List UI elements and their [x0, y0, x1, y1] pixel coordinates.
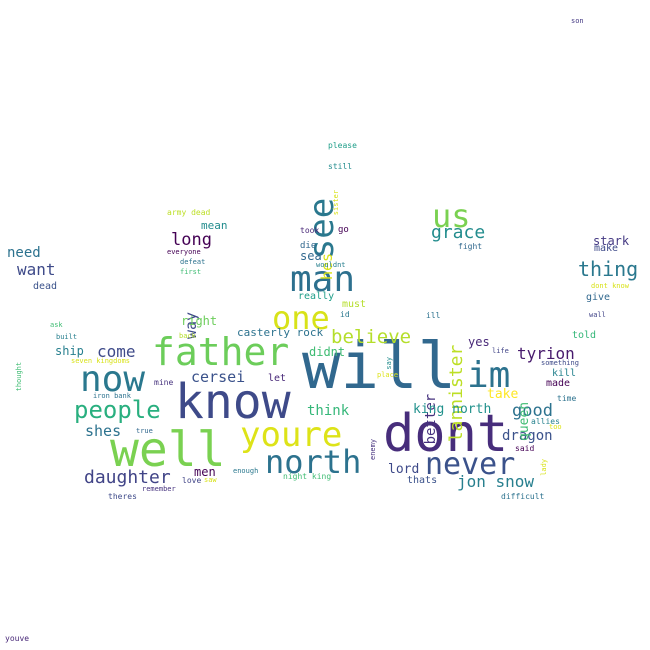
- cloud-word: want: [17, 260, 56, 279]
- cloud-word: remember: [142, 485, 176, 493]
- cloud-word: love: [182, 476, 202, 485]
- cloud-word: men: [194, 465, 216, 479]
- cloud-word: make: [594, 243, 619, 254]
- cloud-word: enemy: [369, 438, 377, 460]
- cloud-word: really: [298, 291, 335, 302]
- cloud-word: die: [300, 241, 317, 251]
- cloud-word: thought: [15, 361, 23, 392]
- cloud-word: long: [171, 230, 212, 250]
- cloud-word: defeat: [180, 258, 206, 266]
- cloud-word: lord: [388, 462, 420, 477]
- cloud-word: right: [181, 314, 218, 328]
- cloud-word: youve: [5, 634, 30, 643]
- cloud-word: mine: [154, 378, 174, 387]
- cloud-word: king north: [413, 402, 492, 417]
- cloud-word: place: [377, 371, 399, 379]
- cloud-word: army dead: [167, 208, 211, 217]
- cloud-word: daughter: [84, 467, 171, 488]
- cloud-word: yes: [468, 335, 490, 349]
- cloud-word: seven kingdoms: [71, 357, 131, 365]
- cloud-word: said: [515, 444, 535, 453]
- cloud-word: now: [80, 359, 146, 400]
- cloud-word: took: [300, 226, 320, 235]
- cloud-word: allies: [531, 417, 560, 426]
- cloud-word: im: [467, 355, 511, 396]
- cloud-word: thats: [407, 475, 438, 486]
- cloud-word: fight: [458, 242, 483, 251]
- cloud-word: jon snow: [457, 472, 535, 491]
- cloud-word: wouldnt: [316, 261, 346, 269]
- cloud-word: come: [97, 342, 136, 361]
- cloud-word: man: [290, 259, 356, 300]
- cloud-word: take: [487, 387, 519, 402]
- cloud-word: kill: [552, 368, 577, 379]
- cloud-word: dont: [383, 404, 509, 464]
- cloud-word: father: [152, 330, 290, 374]
- cloud-word: life: [492, 347, 509, 355]
- cloud-word: never: [425, 447, 516, 482]
- cloud-word: tyrion: [517, 344, 575, 363]
- cloud-word: true: [136, 427, 153, 435]
- cloud-word: well: [110, 422, 226, 478]
- cloud-word: too: [549, 423, 562, 431]
- cloud-word: good: [512, 401, 553, 421]
- cloud-word: theres: [108, 492, 137, 501]
- cloud-word: need: [7, 245, 41, 261]
- cloud-word: still: [328, 162, 353, 171]
- cloud-word: wall: [589, 311, 606, 319]
- cloud-word: difficult: [501, 492, 545, 501]
- cloud-word: lannister: [446, 344, 467, 443]
- cloud-word: saw: [204, 476, 217, 484]
- cloud-word: must: [342, 299, 367, 310]
- cloud-word: sea: [300, 249, 322, 263]
- cloud-word: dragon: [502, 428, 553, 444]
- cloud-word: back: [179, 332, 196, 340]
- cloud-word: youre: [240, 415, 343, 455]
- cloud-word: lady: [540, 458, 548, 476]
- cloud-word: stark: [593, 234, 630, 248]
- cloud-word: go: [338, 225, 349, 235]
- cloud-word: ask: [50, 321, 63, 329]
- cloud-word: let: [268, 373, 287, 384]
- cloud-word: first: [180, 268, 202, 276]
- cloud-word: people: [74, 396, 161, 424]
- cloud-word: one: [272, 299, 330, 337]
- cloud-word: mean: [201, 219, 228, 232]
- cloud-word: know: [175, 374, 291, 430]
- cloud-word: will: [302, 330, 457, 404]
- cloud-word: north: [265, 443, 362, 481]
- cloud-word: made: [546, 378, 571, 389]
- cloud-word: something: [541, 359, 579, 367]
- cloud-word: son: [571, 17, 584, 25]
- cloud-word: didnt: [309, 345, 346, 359]
- cloud-word: id: [340, 310, 350, 319]
- cloud-word: please: [328, 141, 357, 150]
- cloud-word: queen: [517, 401, 532, 441]
- cloud-word: cersei: [191, 368, 246, 386]
- cloud-word: shes: [85, 422, 122, 440]
- cloud-word: say: [385, 356, 393, 370]
- cloud-word: night king: [283, 472, 332, 481]
- cloud-word: ship: [55, 344, 84, 358]
- cloud-word: time: [557, 394, 577, 403]
- cloud-word: dont know: [591, 282, 629, 290]
- cloud-word: built: [56, 333, 78, 341]
- cloud-word: told: [572, 330, 597, 341]
- cloud-word: ill: [426, 311, 441, 320]
- cloud-word: grace: [431, 222, 486, 243]
- cloud-word: us: [432, 197, 471, 235]
- cloud-word: thing: [578, 257, 639, 281]
- cloud-word: everyone: [167, 248, 201, 256]
- cloud-word: sister: [332, 189, 340, 216]
- cloud-word: think: [307, 403, 350, 419]
- cloud-word: believe: [331, 326, 412, 348]
- cloud-word: casterly rock: [237, 326, 324, 339]
- cloud-word: iron bank: [93, 392, 131, 400]
- cloud-word: dead: [33, 281, 58, 292]
- cloud-word: give: [586, 292, 611, 303]
- cloud-word: enough: [233, 467, 259, 475]
